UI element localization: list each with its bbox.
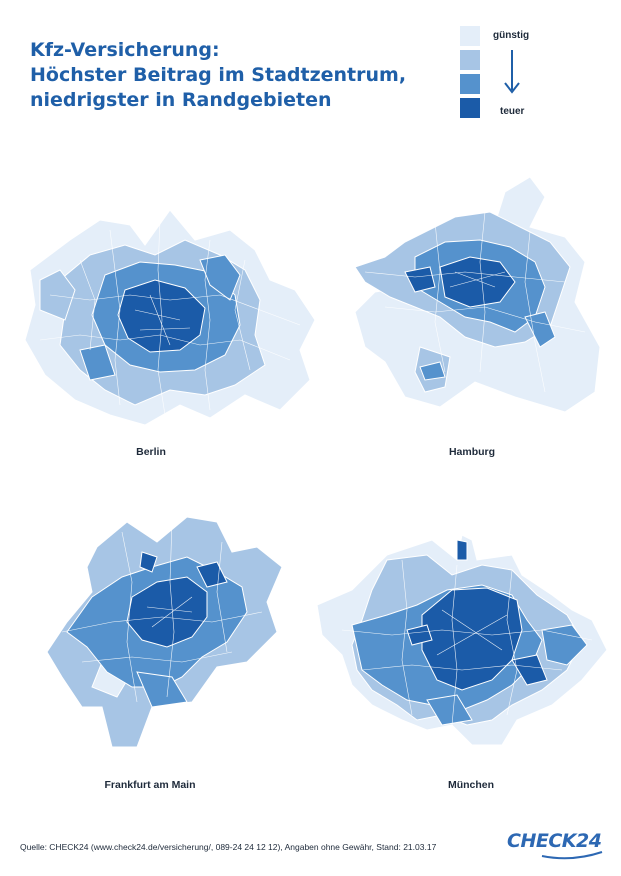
map-hamburg xyxy=(354,176,601,413)
legend-swatch-1 xyxy=(460,26,480,46)
check24-logo: CHECK24 xyxy=(507,830,602,852)
title-line-1: Kfz-Versicherung: xyxy=(30,39,220,61)
legend-high-label: teuer xyxy=(500,106,525,117)
legend-swatch-3 xyxy=(460,74,480,94)
city-label-berlin: Berlin xyxy=(136,446,166,458)
map-berlin xyxy=(24,209,316,426)
title-line-3: niedrigster in Randgebieten xyxy=(30,89,332,111)
title-line-2: Höchster Beitrag im Stadtzentrum, xyxy=(30,64,407,86)
page-title: Kfz-Versicherung: Höchster Beitrag im St… xyxy=(30,38,406,113)
city-label-muenchen: München xyxy=(447,779,495,791)
logo-swoosh-icon xyxy=(541,851,603,860)
legend-swatch-2 xyxy=(460,50,480,70)
map-muenchen xyxy=(316,534,608,746)
legend-low-label: günstig xyxy=(493,30,530,41)
map-frankfurt xyxy=(46,516,283,748)
legend-swatch-4 xyxy=(460,98,480,118)
source-note: Quelle: CHECK24 (www.check24.de/versiche… xyxy=(20,842,437,852)
city-label-frankfurt: Frankfurt am Main xyxy=(104,779,196,791)
arrow-down-icon xyxy=(504,50,520,94)
city-label-hamburg: Hamburg xyxy=(448,446,496,458)
legend: günstig teuer xyxy=(460,26,590,122)
